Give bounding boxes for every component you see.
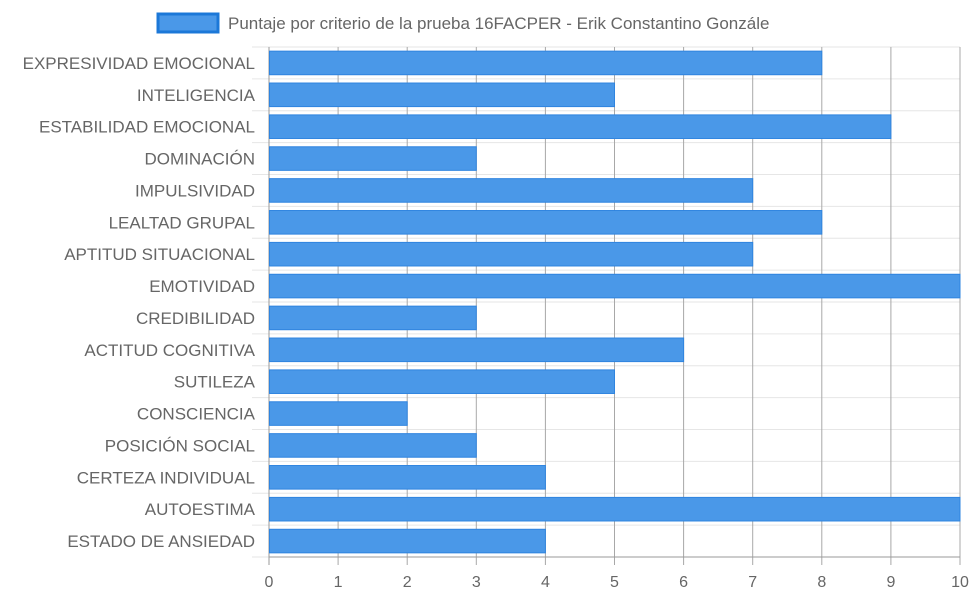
bar[interactable] xyxy=(269,178,754,203)
x-tick-label: 9 xyxy=(886,574,895,591)
y-category-label: INTELIGENCIA xyxy=(137,86,256,105)
y-category-label: EXPRESIVIDAD EMOCIONAL xyxy=(23,54,255,73)
x-tick-label: 10 xyxy=(951,574,969,591)
y-category-label: DOMINACIÓN xyxy=(145,150,256,169)
bar[interactable] xyxy=(269,528,546,554)
x-tick-label: 0 xyxy=(265,574,274,591)
bar[interactable] xyxy=(269,337,685,363)
bar[interactable] xyxy=(269,114,892,139)
x-tick-label: 4 xyxy=(541,574,550,591)
x-tick-label: 3 xyxy=(472,574,481,591)
y-category-label: CONSCIENCIA xyxy=(137,405,256,424)
y-category-label: ESTABILIDAD EMOCIONAL xyxy=(39,118,255,137)
bar[interactable] xyxy=(269,273,961,299)
bar[interactable] xyxy=(269,465,546,490)
y-category-label: AUTOESTIMA xyxy=(145,500,256,519)
x-tick-label: 8 xyxy=(817,574,826,591)
y-category-label: CERTEZA INDIVIDUAL xyxy=(77,468,255,487)
y-category-label: LEALTAD GRUPAL xyxy=(109,213,255,232)
bar[interactable] xyxy=(269,401,408,426)
y-category-label: EMOTIVIDAD xyxy=(149,277,255,296)
chart-legend[interactable]: Puntaje por criterio de la prueba 16FACP… xyxy=(156,12,769,34)
x-tick-label: 1 xyxy=(334,574,343,591)
y-category-label: APTITUD SITUACIONAL xyxy=(64,245,255,264)
bar[interactable] xyxy=(269,433,477,458)
y-category-label: IMPULSIVIDAD xyxy=(135,181,255,200)
bar-layer xyxy=(269,50,961,554)
bar[interactable] xyxy=(269,210,823,235)
legend-swatch[interactable] xyxy=(156,12,220,34)
x-tick-label: 5 xyxy=(610,574,619,591)
x-tick-label: 6 xyxy=(679,574,688,591)
bar[interactable] xyxy=(269,241,754,267)
bar[interactable] xyxy=(269,496,961,522)
y-category-label: POSICIÓN SOCIAL xyxy=(105,436,255,455)
x-tick-label: 7 xyxy=(748,574,757,591)
bar[interactable] xyxy=(269,82,615,108)
bar[interactable] xyxy=(269,50,823,76)
legend-label[interactable]: Puntaje por criterio de la prueba 16FACP… xyxy=(228,14,769,33)
y-category-label: ESTADO DE ANSIEDAD xyxy=(67,532,255,551)
bar[interactable] xyxy=(269,146,477,171)
x-tick-label: 2 xyxy=(403,574,412,591)
axis-layer: 0 1 2 3 4 5 6 7 8 9 10 EXPRESIVIDAD EMOCIONAL INTELI… xyxy=(23,54,969,591)
y-category-label: ACTITUD COGNITIVA xyxy=(84,341,255,360)
y-category-label: CREDIBILIDAD xyxy=(136,309,255,328)
bar[interactable] xyxy=(269,305,477,331)
y-category-label: SUTILEZA xyxy=(174,373,256,392)
bar[interactable] xyxy=(269,369,615,394)
